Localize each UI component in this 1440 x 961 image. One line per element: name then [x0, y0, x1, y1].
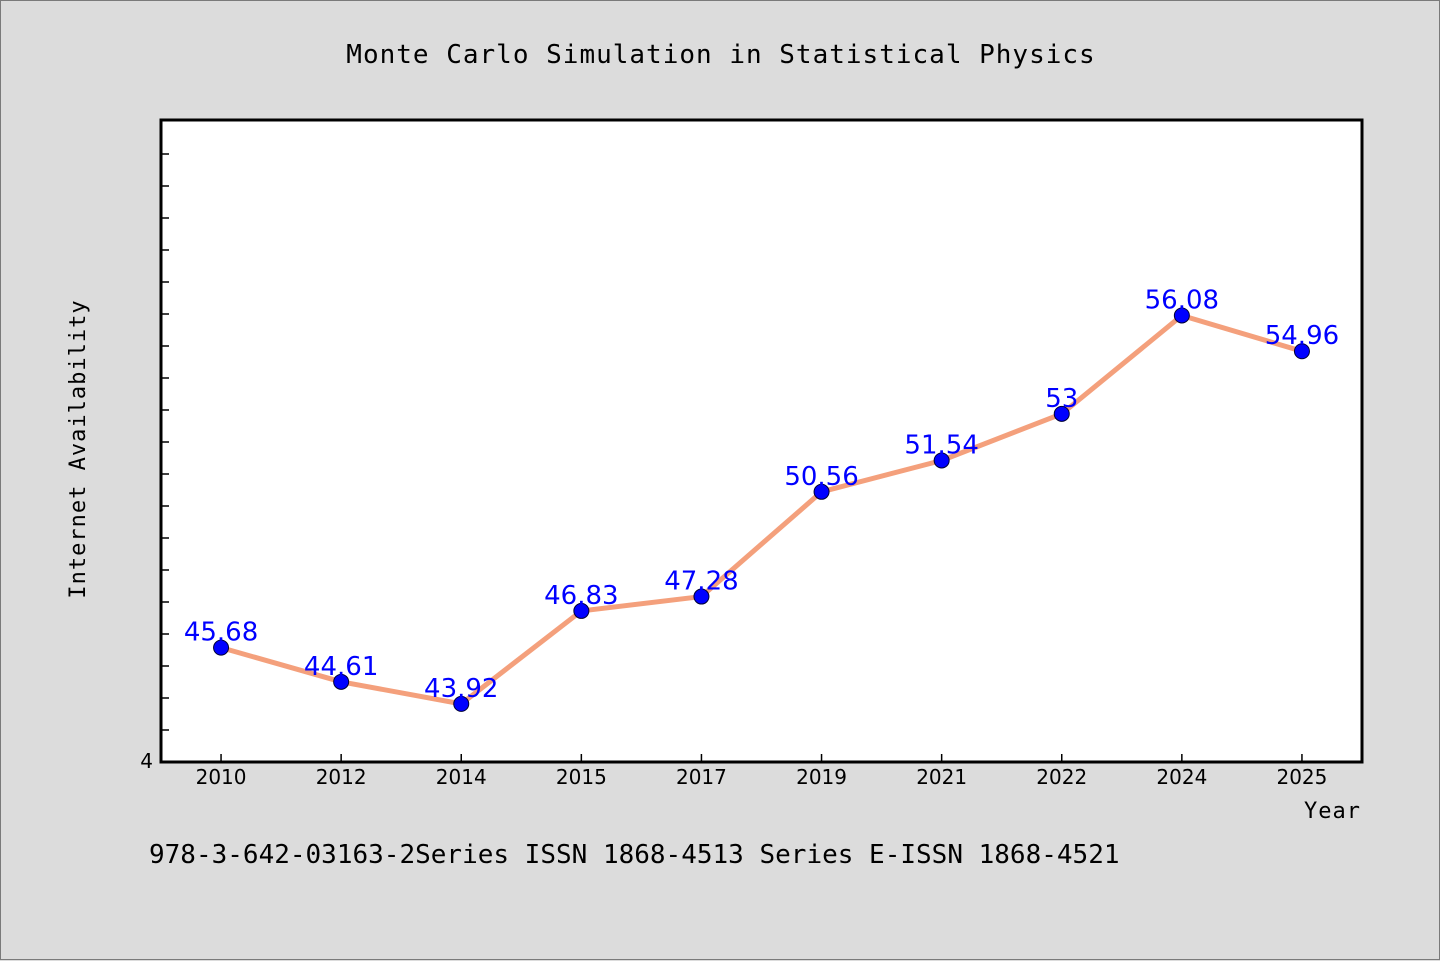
x-tick-label: 2012: [316, 765, 367, 789]
series-layer: [218, 312, 1305, 707]
x-tick-label: 2017: [676, 765, 727, 789]
data-point: [213, 639, 230, 656]
data-label: 44.61: [304, 652, 378, 682]
data-point: [1173, 307, 1190, 324]
data-label: 56.08: [1145, 285, 1219, 315]
chart-title: Monte Carlo Simulation in Statistical Ph…: [346, 40, 1095, 70]
data-point: [1053, 405, 1070, 422]
data-label: 51.54: [904, 430, 978, 460]
y-axis-ticks: [161, 153, 169, 731]
data-point: [1293, 343, 1310, 360]
x-tick-label: 2010: [196, 765, 247, 789]
data-label-layer: 45.68 44.61 43.92 46.83 47.28 50.56 51.54 53 56.…: [184, 285, 1339, 703]
data-point: [573, 602, 590, 619]
data-point: [813, 483, 830, 500]
y-tick-label: 4: [140, 749, 153, 773]
x-tick-label: 2015: [556, 765, 607, 789]
x-tick-label: 2019: [796, 765, 847, 789]
x-tick-label: 2025: [1276, 765, 1327, 789]
footer-text: 978-3-642-03163-2Series ISSN 1868-4513 S…: [149, 840, 1120, 870]
x-axis-ticks: 2010 2012 2014 2015 2017 2019 2021 2022 2024 2025: [196, 754, 1327, 789]
series-line: [218, 312, 1305, 707]
x-tick-label: 2024: [1156, 765, 1207, 789]
y-axis-label: Internet Availability: [66, 299, 91, 598]
x-tick-label: 2021: [916, 765, 967, 789]
data-label: 47.28: [664, 567, 738, 597]
x-axis-label: Year: [1304, 799, 1361, 824]
data-point: [693, 588, 710, 605]
data-point: [333, 673, 350, 690]
x-tick-label: 2014: [436, 765, 487, 789]
marker-layer: [213, 307, 1310, 712]
plot-area: [159, 118, 1364, 764]
data-label: 45.68: [184, 618, 258, 648]
data-label: 50.56: [784, 462, 858, 492]
data-label: 46.83: [544, 581, 618, 611]
data-label: 43.92: [424, 674, 498, 704]
data-point: [453, 695, 470, 712]
data-point: [933, 452, 950, 469]
x-tick-label: 2022: [1036, 765, 1087, 789]
data-label: 54.96: [1265, 321, 1339, 351]
data-label: 53: [1045, 384, 1078, 414]
